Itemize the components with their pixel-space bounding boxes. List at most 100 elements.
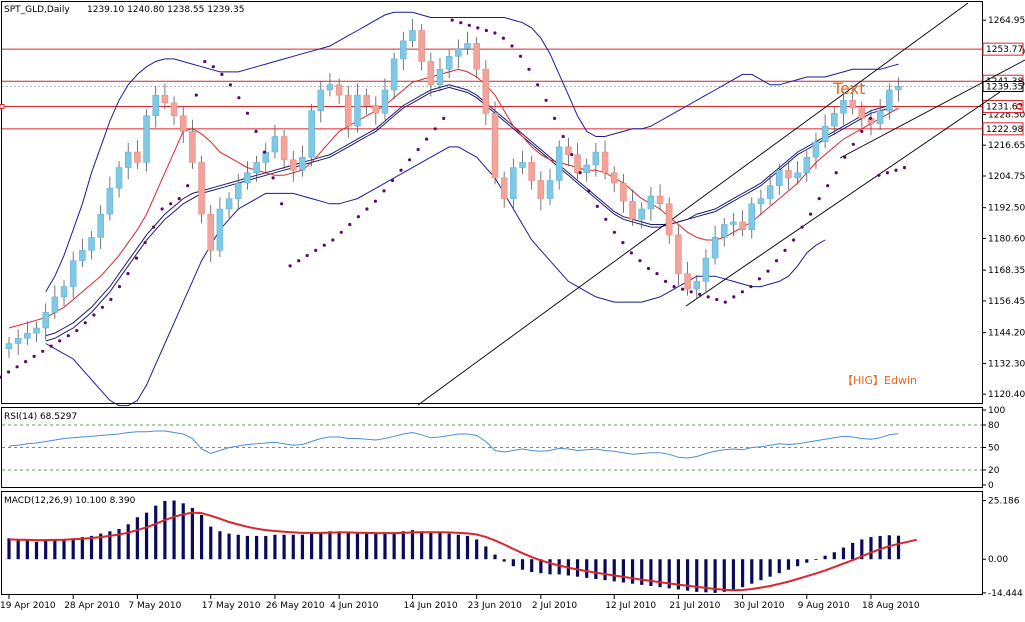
sar-dot xyxy=(24,360,28,364)
sar-dot xyxy=(459,21,463,25)
macd-histogram-bar xyxy=(154,505,158,560)
sar-dot xyxy=(160,207,164,211)
sar-dot xyxy=(365,207,369,211)
sar-dot xyxy=(305,253,309,258)
sar-dot xyxy=(288,264,292,268)
candle-body xyxy=(216,208,224,251)
macd-histogram-bar xyxy=(878,535,882,560)
macd-signal-line xyxy=(8,511,918,592)
sar-dot xyxy=(186,184,190,188)
sar-dot xyxy=(757,277,762,281)
rsi-panel: 100 80 50 20 0 xyxy=(2,406,1005,491)
macd-tick-label: 0.00 xyxy=(988,555,1008,565)
candle-body xyxy=(198,162,205,215)
rsi-tick-label: 0 xyxy=(988,481,994,491)
text-annotation: Text xyxy=(832,79,865,98)
macd-histogram-bar xyxy=(851,542,855,560)
macd-histogram-bar xyxy=(539,559,543,574)
level-tag-label: 1231.62 xyxy=(986,102,1023,112)
current-price-tag xyxy=(982,80,1024,92)
candle-body xyxy=(721,224,728,238)
macd-histogram-bar xyxy=(410,530,415,560)
macd-histogram-bar xyxy=(245,535,250,560)
macd-histogram-bar xyxy=(493,554,497,560)
trend-line xyxy=(417,2,969,406)
price-tick-label: 1204.75 xyxy=(988,172,1025,182)
sar-dot xyxy=(314,248,318,252)
time-tick-label: 2 Jul 2010 xyxy=(532,601,577,611)
candle-body xyxy=(88,237,95,251)
sar-dot xyxy=(843,155,847,159)
candlesticks xyxy=(5,18,902,358)
macd-histogram-bar xyxy=(365,533,369,560)
macd-title: MACD(12,26,9) 10.100 8.390 xyxy=(4,496,136,506)
level-tag-label: 1253.77 xyxy=(986,45,1023,55)
level-tag xyxy=(982,42,1024,56)
current-price-label: 1239.35 xyxy=(986,82,1023,92)
sar-dot xyxy=(621,241,625,245)
macd-histogram-bar xyxy=(640,559,644,585)
time-tick-label: 14 Jun 2010 xyxy=(403,601,457,611)
candle-body xyxy=(620,182,627,202)
sar-dot xyxy=(0,375,2,379)
moving-average-line xyxy=(45,86,890,342)
sar-dot xyxy=(783,248,787,252)
sar-dot xyxy=(629,251,634,255)
macd-histogram-bar xyxy=(603,559,607,581)
macd-tick-label: 25.186 xyxy=(988,497,1020,507)
candle-body xyxy=(537,180,545,199)
sar-dot xyxy=(476,26,480,30)
sar-dot xyxy=(749,285,753,289)
level-handle-left xyxy=(0,103,5,109)
sar-dot xyxy=(664,279,668,283)
sar-dot xyxy=(834,171,838,175)
sar-dot xyxy=(817,197,821,201)
macd-histogram-bar xyxy=(264,535,268,560)
macd-histogram-bar xyxy=(126,524,130,560)
sar-dot xyxy=(58,339,62,343)
candle-body xyxy=(14,338,22,344)
candle-body xyxy=(831,112,838,127)
macd-histogram-bar xyxy=(199,514,204,560)
macd-histogram-bar xyxy=(310,533,314,560)
macd-histogram-bar xyxy=(401,531,405,560)
candle-body xyxy=(345,94,352,127)
sar-dot xyxy=(399,168,403,172)
macd-histogram-bar xyxy=(612,559,616,582)
sar-dot xyxy=(860,129,864,133)
sar-dot xyxy=(851,142,855,146)
candle-body xyxy=(500,177,508,199)
price-tick-label: 1192.50 xyxy=(988,204,1025,214)
candle-body xyxy=(97,213,104,238)
macd-histogram-bar xyxy=(254,535,259,560)
candle-body xyxy=(290,159,297,171)
macd-histogram-bar xyxy=(621,559,625,583)
candle-body xyxy=(79,250,86,261)
bollinger-lower-line xyxy=(45,146,826,407)
candle-body xyxy=(235,182,242,199)
candle-body xyxy=(161,94,169,104)
time-axis: 19 Apr 2010 28 Apr 2010 7 May 2010 17 May 2… xyxy=(0,595,920,611)
macd-panel-frame xyxy=(1,491,983,595)
macd-histogram-bar xyxy=(300,534,305,560)
candle-body xyxy=(60,286,68,298)
macd-histogram-bar xyxy=(741,559,745,588)
macd-histogram-bar xyxy=(841,547,846,560)
trend-line xyxy=(839,59,1025,159)
candle-body xyxy=(445,56,453,70)
sar-dot xyxy=(638,259,642,263)
trend-line xyxy=(685,91,1001,307)
sar-dot xyxy=(109,297,113,302)
sar-dot xyxy=(32,354,36,358)
candle-body xyxy=(24,332,31,339)
candle-body xyxy=(840,100,847,114)
moving-average-line xyxy=(45,84,890,337)
candle-body xyxy=(299,156,306,171)
macd-histogram-bar xyxy=(71,538,75,560)
sar-dot xyxy=(177,197,181,201)
macd-histogram-bar xyxy=(557,559,561,575)
candle-body xyxy=(170,102,178,117)
macd-histogram-bar xyxy=(144,512,149,560)
parabolic-sar xyxy=(0,18,907,379)
